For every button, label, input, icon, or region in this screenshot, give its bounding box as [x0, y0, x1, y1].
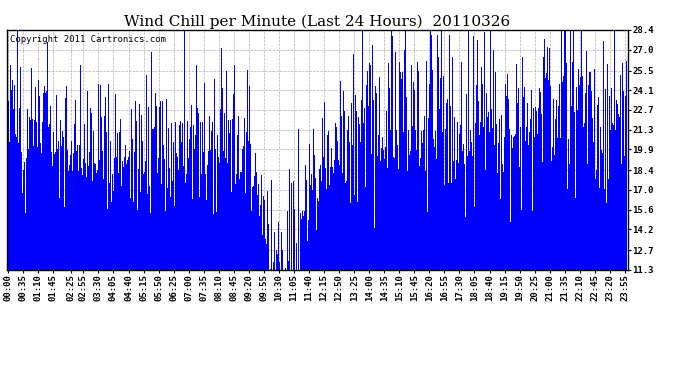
- Text: Copyright 2011 Cartronics.com: Copyright 2011 Cartronics.com: [10, 35, 166, 44]
- Title: Wind Chill per Minute (Last 24 Hours)  20110326: Wind Chill per Minute (Last 24 Hours) 20…: [124, 15, 511, 29]
